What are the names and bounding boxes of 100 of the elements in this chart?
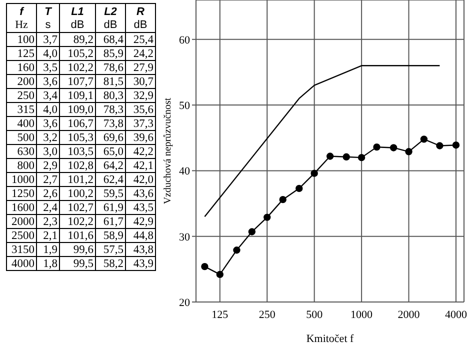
text: 100,2 bbox=[68, 188, 94, 200]
text: L1 bbox=[71, 6, 84, 18]
text: 32,9 bbox=[133, 90, 154, 102]
text: L2 bbox=[104, 6, 117, 18]
point bbox=[233, 246, 240, 254]
text: 59,5 bbox=[103, 188, 124, 200]
text: 4,0 bbox=[43, 48, 58, 60]
text: 43,6 bbox=[133, 188, 154, 200]
text: 39,6 bbox=[133, 132, 154, 144]
text: 42,1 bbox=[133, 160, 154, 172]
text: 315 bbox=[17, 104, 35, 116]
x-tick-label: 500 bbox=[306, 308, 324, 321]
text: 3,2 bbox=[43, 132, 58, 144]
text: 99,6 bbox=[73, 244, 94, 256]
text: dB bbox=[104, 19, 118, 31]
text: 99,5 bbox=[73, 258, 94, 270]
text: 102,2 bbox=[68, 216, 94, 228]
text: 400 bbox=[17, 118, 35, 130]
text: 73,8 bbox=[103, 118, 124, 130]
text: 107,7 bbox=[68, 76, 94, 88]
text: 3,6 bbox=[43, 76, 58, 88]
text: 37,3 bbox=[133, 118, 154, 130]
y-axis-title: Vzduchová neprůzvučnost bbox=[162, 98, 174, 204]
point bbox=[248, 228, 256, 236]
text: 109,0 bbox=[68, 104, 94, 116]
text: f bbox=[20, 6, 25, 18]
text: 2500 bbox=[12, 230, 35, 242]
text: 1,9 bbox=[43, 244, 58, 256]
text: 3150 bbox=[12, 244, 35, 256]
text: 78,3 bbox=[103, 104, 124, 116]
text: 24,2 bbox=[133, 48, 154, 60]
point bbox=[326, 152, 334, 160]
text: 250 bbox=[17, 90, 35, 102]
text: 630 bbox=[17, 146, 35, 158]
text: 3,7 bbox=[43, 34, 58, 46]
text: T bbox=[44, 6, 53, 18]
text: 64,2 bbox=[103, 160, 124, 172]
text: 103,5 bbox=[68, 146, 94, 158]
text: s bbox=[45, 19, 52, 31]
point bbox=[452, 141, 460, 149]
point bbox=[420, 136, 428, 143]
point bbox=[216, 270, 224, 278]
text: 43,5 bbox=[133, 202, 154, 214]
text: 43,9 bbox=[133, 258, 154, 270]
text: 106,7 bbox=[68, 118, 94, 130]
text: 57,5 bbox=[103, 244, 124, 256]
text: 58,2 bbox=[103, 258, 124, 270]
text: 43,8 bbox=[133, 244, 154, 256]
text: 100 bbox=[17, 34, 35, 46]
text: 62,4 bbox=[103, 174, 124, 186]
text: 2,6 bbox=[43, 188, 58, 200]
text: 3,5 bbox=[43, 62, 58, 74]
x-tick-label: 125 bbox=[212, 308, 229, 321]
text: 81,5 bbox=[103, 76, 124, 88]
text: 200 bbox=[17, 76, 35, 88]
text: 1250 bbox=[12, 188, 35, 200]
text: 105,3 bbox=[68, 132, 94, 144]
text: 89,2 bbox=[73, 34, 94, 46]
point bbox=[310, 170, 318, 177]
text: 109,1 bbox=[68, 90, 94, 102]
text: 102,7 bbox=[68, 202, 94, 214]
text: 800 bbox=[17, 160, 35, 172]
text: 1,8 bbox=[43, 258, 58, 270]
point bbox=[390, 144, 398, 152]
y-tick-label: 50 bbox=[179, 100, 190, 112]
text: 3,4 bbox=[43, 90, 58, 102]
point bbox=[436, 142, 444, 150]
text: 2,9 bbox=[43, 160, 58, 172]
text: 4000 bbox=[12, 258, 35, 270]
y-tick-label: 60 bbox=[179, 34, 190, 46]
text: 42,9 bbox=[133, 216, 154, 228]
text: 2,3 bbox=[43, 216, 58, 228]
text: 2,7 bbox=[43, 174, 58, 186]
point bbox=[296, 184, 303, 192]
text: 80,3 bbox=[103, 90, 124, 102]
text: 125 bbox=[17, 48, 35, 60]
y-tick-label: 30 bbox=[179, 231, 190, 244]
text: 102,2 bbox=[68, 62, 94, 74]
text: 105,2 bbox=[68, 48, 94, 60]
text: 58,9 bbox=[103, 230, 124, 242]
text: 101,6 bbox=[68, 230, 94, 242]
point bbox=[342, 153, 350, 161]
y-tick-label: 20 bbox=[179, 296, 190, 309]
text: 69,6 bbox=[103, 132, 124, 144]
text: 2000 bbox=[12, 216, 35, 228]
text: 3,6 bbox=[43, 118, 58, 130]
text: 1000 bbox=[12, 174, 35, 186]
point bbox=[405, 148, 412, 156]
text: 68,4 bbox=[103, 34, 124, 46]
text: 42,2 bbox=[133, 146, 154, 158]
x-tick-label: 2000 bbox=[398, 308, 420, 321]
x-axis-title: Kmitočet f bbox=[306, 333, 354, 345]
x-tick-label: 1000 bbox=[350, 308, 374, 321]
text: R bbox=[136, 6, 145, 18]
text: 3,0 bbox=[43, 146, 58, 158]
point bbox=[373, 143, 380, 151]
point bbox=[201, 262, 208, 270]
text: 42,0 bbox=[133, 174, 154, 186]
text: 35,6 bbox=[133, 104, 154, 116]
text: 61,9 bbox=[103, 202, 124, 214]
